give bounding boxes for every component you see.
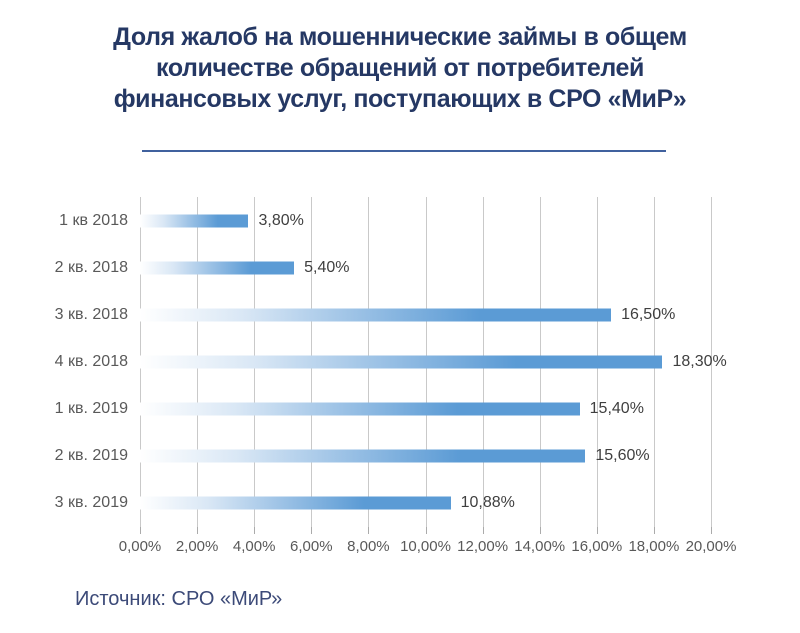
- axis-tick: [197, 527, 199, 534]
- axis-tick: [254, 527, 256, 534]
- x-axis-label: 16,00%: [571, 538, 623, 555]
- value-label: 16,50%: [621, 305, 676, 323]
- chart-title-line-2: количестве обращений от потребителей: [156, 54, 644, 82]
- chart-title-line-1: Доля жалоб на мошеннические займы в обще…: [113, 23, 687, 51]
- x-axis-label: 12,00%: [457, 538, 509, 555]
- bar: [140, 261, 295, 275]
- axis-tick: [653, 527, 655, 534]
- x-axis-label: 20,00%: [685, 538, 737, 555]
- bar: [140, 402, 580, 416]
- bar: [140, 214, 249, 228]
- x-axis-label: 0,00%: [118, 538, 162, 555]
- x-axis-label: 8,00%: [347, 538, 390, 555]
- value-label: 5,40%: [304, 258, 350, 276]
- category-label: 2 кв. 2018: [54, 258, 128, 276]
- value-label: 18,30%: [672, 353, 727, 370]
- bar: [140, 449, 586, 463]
- axis-tick: [425, 527, 427, 534]
- chart-title: Доля жалоб на мошеннические займы в обще…: [0, 22, 800, 115]
- x-axis-label: 6,00%: [290, 538, 333, 555]
- category-label: 1 кв 2018: [59, 211, 128, 229]
- x-axis-label: 14,00%: [514, 538, 566, 555]
- axis-tick: [711, 527, 712, 534]
- bar: [140, 496, 451, 510]
- x-axis-label: 18,00%: [628, 538, 680, 555]
- x-axis-label: 10,00%: [400, 538, 451, 555]
- x-axis-label: 2,00%: [175, 538, 219, 555]
- category-label: 3 кв. 2019: [54, 494, 128, 512]
- axis-tick: [539, 527, 541, 534]
- axis-tick: [311, 527, 313, 534]
- bar: [140, 308, 612, 322]
- bar: [140, 355, 663, 369]
- value-label: 3,80%: [258, 211, 304, 229]
- axis-tick: [368, 527, 370, 534]
- value-label: 15,40%: [589, 400, 644, 418]
- gridline: [711, 197, 712, 527]
- x-axis-label: 4,00%: [232, 538, 276, 555]
- source-note: Источник: СРО «МиР»: [75, 588, 283, 610]
- category-label: 1 кв. 2019: [54, 400, 128, 418]
- axis-tick: [140, 527, 141, 534]
- axis-tick: [596, 527, 598, 534]
- value-label: 10,88%: [460, 494, 515, 512]
- category-label: 4 кв. 2018: [54, 353, 128, 370]
- category-label: 3 кв. 2018: [54, 305, 128, 323]
- axis-tick: [482, 527, 484, 534]
- category-label: 2 кв. 2019: [54, 447, 128, 465]
- value-label: 15,60%: [595, 447, 650, 465]
- chart-title-line-3: финансовых услуг, поступающих в СРО «МиР…: [113, 85, 687, 113]
- title-divider: [142, 150, 666, 152]
